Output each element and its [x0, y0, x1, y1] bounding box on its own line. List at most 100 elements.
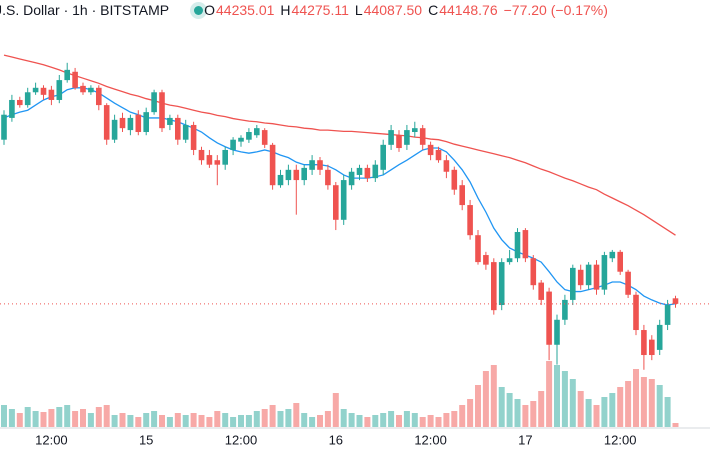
ohlc-value: 44087.50 [363, 2, 423, 18]
candle-body [246, 132, 252, 140]
candle-body [419, 128, 426, 145]
volume-bar [380, 413, 387, 427]
candle-body [554, 319, 560, 345]
candle-body [396, 135, 402, 149]
candle-body [80, 85, 86, 93]
volume-bar [143, 413, 150, 427]
candle-body [325, 169, 331, 186]
volume-bar [80, 409, 86, 427]
candle-body [356, 167, 363, 175]
volume-bar [332, 393, 339, 427]
candle-body [609, 251, 616, 259]
candle-body [32, 87, 39, 93]
x-tick-label: 15 [139, 432, 153, 447]
ohlc-value: 44148.76 [439, 2, 498, 18]
volume-bar [111, 415, 118, 427]
volume-bar [656, 385, 663, 427]
x-tick-label: 12:00 [225, 432, 258, 447]
candle-body [601, 255, 608, 290]
volume-bar [214, 411, 221, 427]
volume-bar [411, 413, 418, 427]
candle-body [9, 99, 15, 118]
ohlc-key: C [428, 2, 439, 18]
change: −77.20 (−0.17%) [503, 2, 608, 18]
ohlc-key: O [204, 2, 215, 18]
volume-bar [506, 393, 513, 427]
legend-header: U.S. Dollar · 1h · BITSTAMP O44235.01 H442… [0, 0, 614, 20]
candle-body [451, 169, 458, 190]
candle-body [151, 92, 157, 113]
volume-bar [230, 417, 237, 427]
volume-bar [135, 417, 142, 427]
candle-body [40, 87, 47, 95]
volume-bar [443, 413, 450, 427]
candle-body [522, 230, 529, 259]
volume-bar [538, 391, 545, 427]
candle-body [175, 117, 181, 140]
volume-bar [617, 387, 624, 427]
volume-bar [95, 407, 102, 427]
volume-bar [198, 415, 205, 427]
candle-body [309, 160, 315, 170]
volume-bar [190, 413, 197, 427]
volume-bar [253, 411, 260, 427]
volume-bar [609, 393, 616, 427]
volume-bar [16, 413, 23, 427]
candle-body [372, 164, 379, 179]
volume-bar [309, 417, 316, 427]
volume-bar [648, 379, 655, 427]
volume-bar [245, 415, 252, 427]
candle-body [127, 117, 134, 131]
volume-bar [396, 415, 402, 427]
volume-bar [119, 413, 126, 427]
volume-bar [569, 379, 576, 427]
candle-body [593, 264, 600, 290]
candle-body [562, 299, 568, 320]
candle-body [88, 87, 94, 93]
volume-bar [293, 403, 300, 427]
volume-bar [364, 417, 371, 427]
candle-body [111, 119, 118, 140]
volume-bar [1, 405, 7, 427]
volume-bar [601, 397, 608, 427]
candle-body [214, 160, 221, 165]
volume-bar [87, 413, 94, 427]
volume-bar [285, 409, 292, 427]
candle-body [254, 128, 260, 136]
candle-body [506, 258, 513, 263]
volume-bar [317, 415, 323, 427]
volume-bar [475, 385, 481, 427]
volume-bar [490, 365, 497, 427]
volume-bar [8, 409, 15, 427]
volume-bar [664, 397, 671, 427]
candle-body [498, 262, 505, 306]
volume-bar [356, 415, 363, 427]
volume-bar [261, 409, 268, 427]
candle-body [467, 205, 473, 236]
volume-bar [451, 411, 458, 427]
moving-average [3, 54, 676, 236]
candle-body [206, 155, 213, 165]
candle-body [427, 144, 434, 156]
x-tick-label: 12:00 [414, 432, 447, 447]
volume-bar [103, 405, 110, 427]
volume-bar [427, 415, 434, 427]
x-tick-label: 12:00 [604, 432, 637, 447]
candle-body [585, 264, 592, 286]
candle-body [230, 139, 236, 150]
volume-bar [151, 411, 158, 427]
candle-body [443, 160, 450, 172]
candle-body [64, 69, 70, 81]
volume-bar [174, 413, 181, 427]
volume-bar [530, 401, 537, 427]
volume-bar [340, 409, 347, 427]
volume-bar [32, 411, 39, 427]
volume-bar [324, 411, 331, 427]
candle-body [190, 124, 197, 150]
volume-bar [372, 415, 379, 427]
volume-bar [301, 413, 308, 427]
volume-bar [388, 411, 395, 427]
candle-body [103, 105, 110, 140]
candle-body [238, 137, 244, 142]
